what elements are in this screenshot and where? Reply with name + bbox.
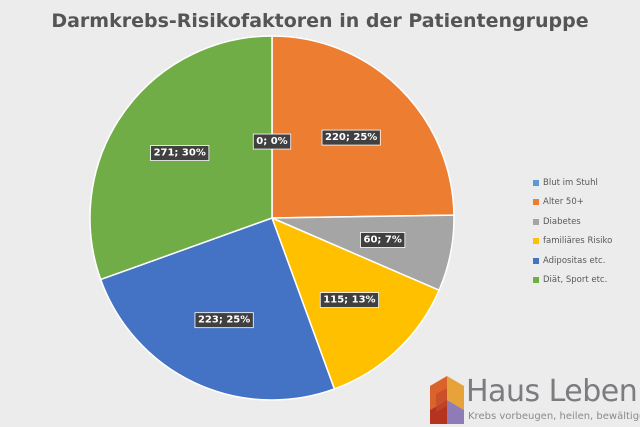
- legend-label: familiäres Risiko: [543, 236, 613, 247]
- legend-swatch: [533, 257, 539, 264]
- haus-leben-logo: Haus Leben Krebs vorbeugen, heilen, bewä…: [430, 374, 640, 427]
- legend-item: familiäres Risiko: [533, 232, 612, 252]
- data-label: 271; 30%: [150, 145, 210, 161]
- data-label: 115; 13%: [319, 292, 379, 308]
- chart-title: Darmkrebs-Risikofaktoren in der Patiente…: [51, 10, 589, 32]
- data-label: 60; 7%: [360, 232, 406, 248]
- data-label-text: 220; 25%: [325, 132, 377, 143]
- legend-item: Blut im Stuhl: [533, 173, 612, 193]
- legend-item: Alter 50+: [533, 193, 612, 213]
- data-label-box: [360, 232, 406, 248]
- legend-label: Alter 50+: [543, 197, 584, 208]
- pie-slice: [99, 217, 336, 401]
- legend-swatch: [533, 238, 539, 245]
- legend-swatch: [533, 179, 539, 186]
- data-label-text: 0; 0%: [256, 136, 287, 147]
- data-label-text: 223; 25%: [198, 315, 250, 326]
- data-label-text: 60; 7%: [363, 234, 401, 245]
- logo-title: Haus Leben: [466, 374, 638, 409]
- pie-slice: [271, 35, 455, 219]
- data-label-box: [194, 312, 254, 329]
- legend-label: Diät, Sport etc.: [543, 275, 608, 286]
- data-label-box: [319, 292, 379, 308]
- legend-label: Blut im Stuhl: [543, 177, 598, 188]
- legend-label: Adipositas etc.: [543, 255, 606, 266]
- legend-swatch: [533, 199, 539, 206]
- legend-item: Diabetes: [533, 212, 612, 232]
- data-label: 223; 25%: [194, 312, 254, 329]
- legend-swatch: [533, 218, 539, 225]
- data-label-text: 115; 13%: [323, 295, 375, 306]
- data-label-box: [150, 145, 210, 161]
- legend: Blut im Stuhl Alter 50+ Diabetes familiäres…: [533, 173, 612, 290]
- data-label-text: 271; 30%: [154, 148, 206, 159]
- data-label-box: [321, 129, 381, 146]
- legend-label: Diabetes: [543, 216, 581, 227]
- legend-item: Diät, Sport etc.: [533, 271, 612, 291]
- data-label: 220; 25%: [321, 129, 381, 146]
- data-label: 0; 0%: [252, 133, 292, 150]
- legend-swatch: [533, 277, 539, 284]
- data-label-box: [252, 133, 292, 150]
- logo-tagline: Krebs vorbeugen, heilen, bewältigen: [468, 411, 640, 422]
- logo-mark-icon: [430, 376, 464, 424]
- legend-item: Adipositas etc.: [533, 251, 612, 271]
